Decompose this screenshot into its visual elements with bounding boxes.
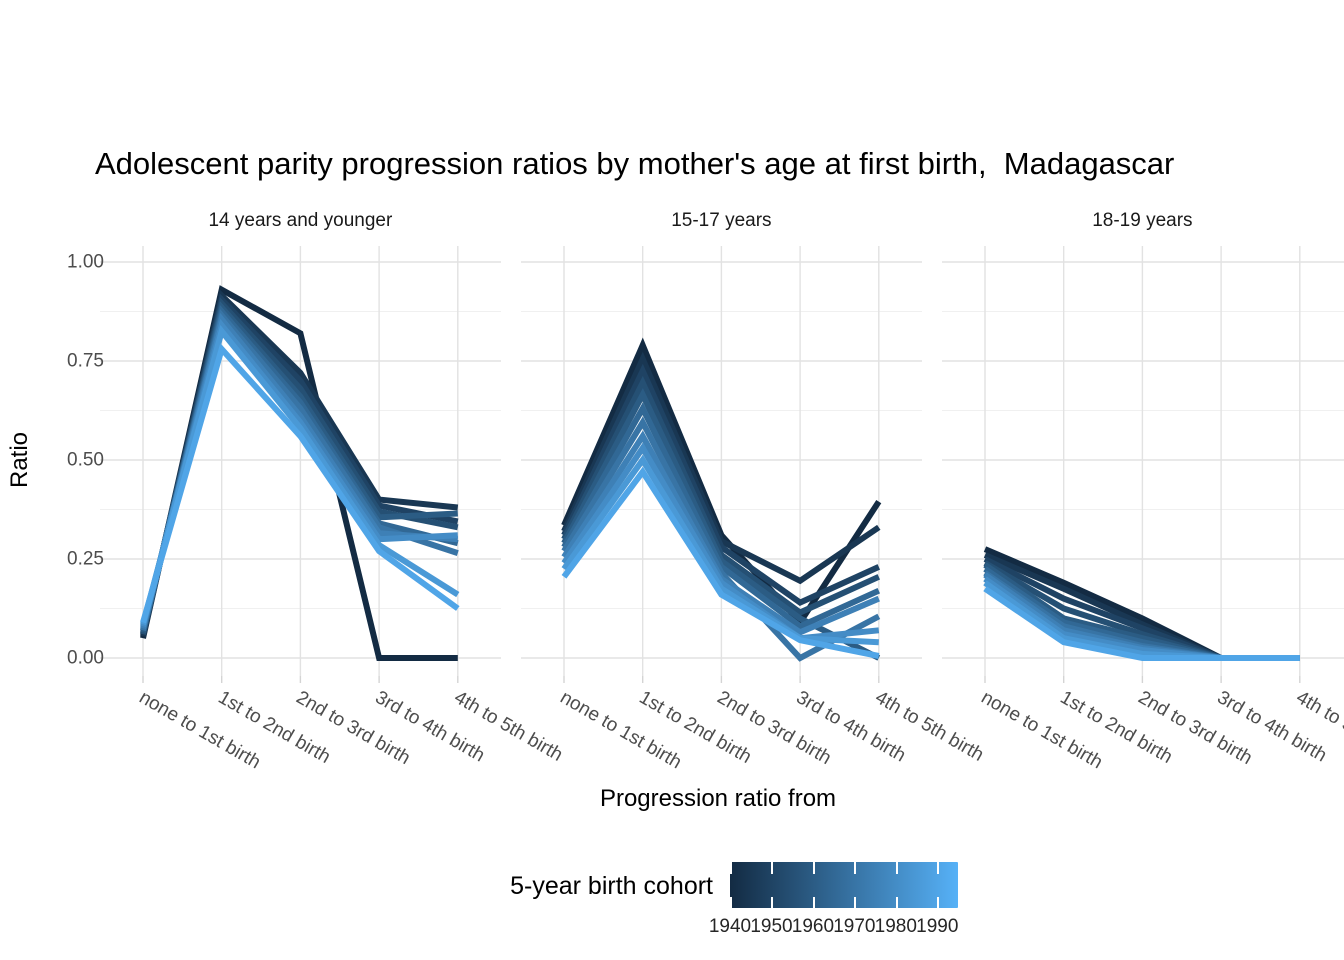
- legend-tick-label: 1970: [833, 916, 876, 937]
- facet-label: 18-19 years: [1092, 210, 1193, 231]
- legend-tick-mark: [771, 862, 774, 874]
- legend-tick-mark: [895, 862, 898, 874]
- legend-tick-label: 1950: [750, 916, 793, 937]
- legend-tick-mark: [812, 862, 815, 874]
- legend-tick-mark: [812, 896, 815, 908]
- cohort-line-1950: [561, 363, 881, 607]
- facet-label: 14 years and younger: [208, 210, 393, 231]
- facet-panel: [100, 246, 501, 683]
- cohort-line-1990: [983, 586, 1300, 661]
- legend-tick-mark: [937, 896, 940, 908]
- cohort-line-1980: [561, 442, 880, 642]
- legend-tick-label: 1990: [916, 916, 959, 937]
- facet-label: 15-17 years: [671, 210, 772, 231]
- cohort-line-1990: [140, 343, 460, 624]
- legend-gradient-bar: [730, 862, 958, 908]
- cohort-line-1985: [561, 454, 879, 646]
- y-axis-title: Ratio: [6, 431, 33, 489]
- plot-title: Adolescent parity progression ratios by …: [95, 146, 1175, 181]
- cohort-line-1985: [140, 324, 460, 626]
- legend-tick-mark: [771, 896, 774, 908]
- y-tick-label: 0.00: [67, 647, 104, 669]
- legend-title: 5-year birth cohort: [510, 872, 713, 900]
- legend-tick-mark: [854, 896, 857, 908]
- y-tick-label: 0.50: [67, 449, 104, 471]
- x-axis-title: Progression ratio from: [599, 785, 837, 812]
- legend-tick-mark: [895, 896, 898, 908]
- legend-tick-label: 1980: [874, 916, 917, 937]
- cohort-line-1990: [561, 466, 880, 659]
- legend-tick-mark: [730, 896, 732, 908]
- facet-panel: [942, 246, 1344, 683]
- legend-tick-label: 1960: [791, 916, 835, 937]
- legend-tick-mark: [730, 862, 732, 874]
- legend-tick-mark: [937, 862, 940, 874]
- legend-tick-label: 1940: [708, 916, 752, 937]
- facet-panel: [521, 246, 922, 683]
- y-tick-label: 0.25: [67, 548, 104, 570]
- y-tick-label: 1.00: [67, 251, 104, 273]
- y-tick-label: 0.75: [67, 350, 104, 372]
- legend-tick-mark: [854, 862, 857, 874]
